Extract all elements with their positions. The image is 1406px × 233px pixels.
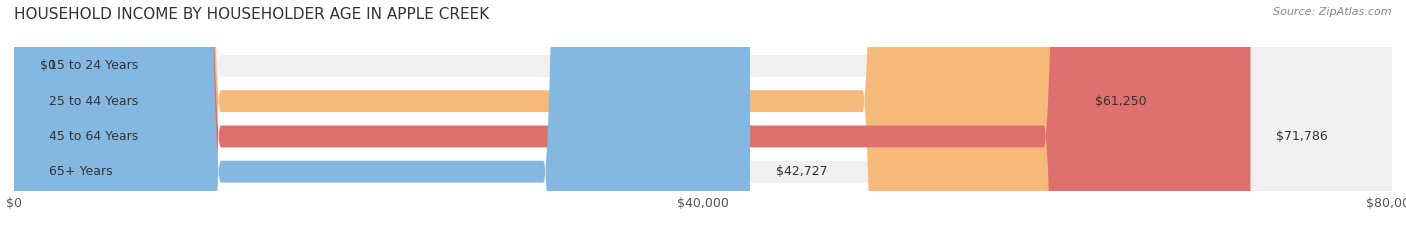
Text: $42,727: $42,727 (776, 165, 827, 178)
Text: 65+ Years: 65+ Years (48, 165, 112, 178)
Text: $0: $0 (39, 59, 56, 72)
Text: 25 to 44 Years: 25 to 44 Years (48, 95, 138, 108)
FancyBboxPatch shape (14, 0, 1069, 233)
Text: Source: ZipAtlas.com: Source: ZipAtlas.com (1274, 7, 1392, 17)
FancyBboxPatch shape (14, 0, 1250, 233)
Text: $61,250: $61,250 (1095, 95, 1146, 108)
Text: 15 to 24 Years: 15 to 24 Years (48, 59, 138, 72)
FancyBboxPatch shape (14, 0, 1392, 233)
Text: $71,786: $71,786 (1277, 130, 1329, 143)
FancyBboxPatch shape (14, 0, 1392, 233)
FancyBboxPatch shape (14, 0, 749, 233)
FancyBboxPatch shape (14, 0, 1392, 233)
Text: HOUSEHOLD INCOME BY HOUSEHOLDER AGE IN APPLE CREEK: HOUSEHOLD INCOME BY HOUSEHOLDER AGE IN A… (14, 7, 489, 22)
Text: 45 to 64 Years: 45 to 64 Years (48, 130, 138, 143)
FancyBboxPatch shape (14, 0, 1392, 233)
